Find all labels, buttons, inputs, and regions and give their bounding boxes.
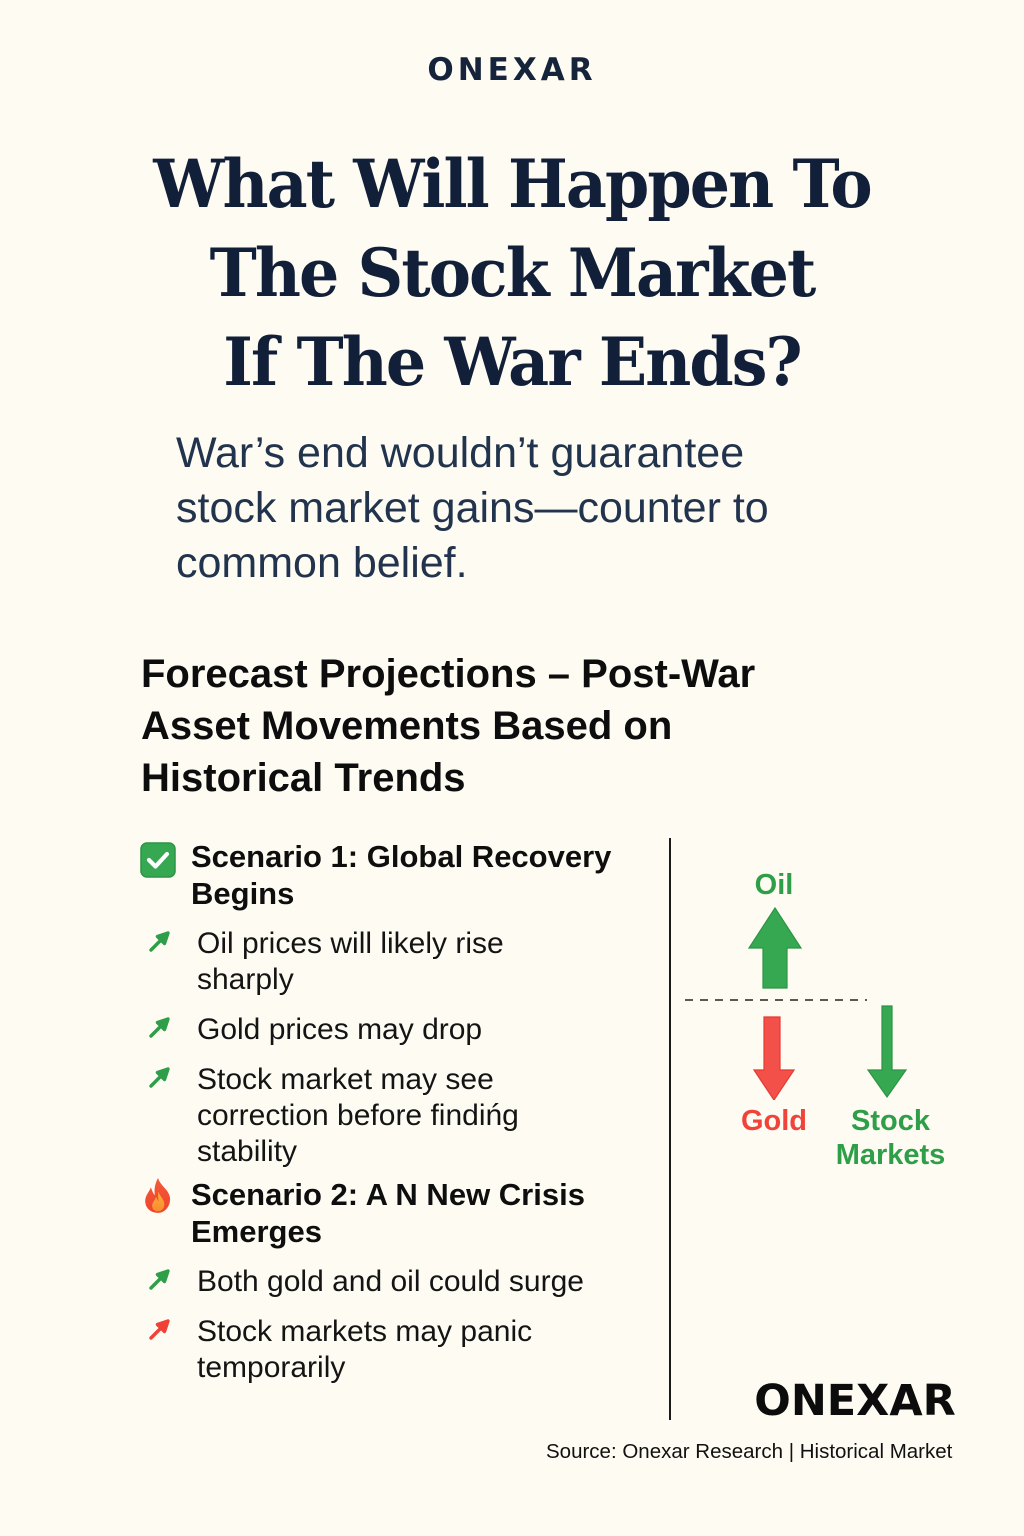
section-title-line: Forecast Projections – Post-War	[141, 652, 756, 696]
scenario-title-line: Scenario 2: A N New Crisis	[191, 1177, 585, 1212]
stock-down-arrow-icon	[866, 1005, 908, 1099]
bullet-text: stability	[197, 1135, 298, 1168]
bullet-text: Stock market may see	[197, 1063, 494, 1096]
section-title-line: Historical Trends	[141, 756, 466, 800]
bullet-text: sharply	[197, 963, 294, 996]
bullet-text: Stock markets may panic	[197, 1315, 533, 1348]
bullet-item: Gold prices may drop	[140, 1012, 660, 1048]
headline-line: The Stock Market	[209, 234, 817, 312]
bullet-text: Both gold and oil could surge	[197, 1265, 584, 1298]
scenario-title-line: Emerges	[191, 1214, 322, 1249]
bullet-text: correction before findińg	[197, 1099, 519, 1132]
arrow-up-right-icon	[149, 1067, 170, 1088]
arrow-up-right-icon	[149, 1269, 170, 1290]
bullet-item: Oil prices will likely rise sharply	[140, 926, 660, 998]
stock-markets-label-line: Markets	[835, 1139, 946, 1171]
column-divider	[669, 838, 671, 1420]
headline: What Will Happen To The Stock Market If …	[59, 140, 965, 407]
oil-label: Oil	[754, 869, 794, 901]
fire-icon	[145, 1178, 171, 1213]
diagram-arrows	[685, 906, 908, 1100]
stock-markets-label-line: Stock	[851, 1105, 930, 1137]
bullet-item: Stock markets may panic temporarily	[140, 1314, 660, 1386]
bullet-text: temporarily	[197, 1351, 346, 1384]
bullet-item: Stock market may see correction before f…	[140, 1062, 660, 1170]
scenario-title-line: Begins	[191, 876, 295, 911]
scenario-1-heading: Scenario 1: Global Recovery Begins	[140, 838, 660, 912]
arrow-up-right-icon	[149, 1319, 170, 1340]
section-title: Forecast Projections – Post-War Asset Mo…	[141, 648, 901, 804]
oil-up-arrow-icon	[747, 906, 803, 989]
bullet-item: Both gold and oil could surge	[140, 1264, 660, 1300]
scenario-2-heading: Scenario 2: A N New Crisis Emerges	[140, 1176, 660, 1250]
gold-label: Gold	[740, 1105, 808, 1137]
bullet-text: Gold prices may drop	[197, 1013, 483, 1046]
arrow-up-right-icon	[149, 931, 170, 952]
scenario-list: Scenario 1: Global Recovery Begins Oil p…	[140, 838, 660, 1386]
stock-markets-label: Stock Markets	[828, 1104, 953, 1172]
section-title-line: Asset Movements Based on	[141, 704, 673, 748]
subtitle-line: common belief.	[176, 539, 468, 587]
bottom-logo: ONEXAR	[754, 1376, 956, 1426]
gold-down-arrow-icon	[752, 1016, 796, 1100]
headline-line: If The War Ends?	[223, 323, 802, 401]
scenario-title-line: Scenario 1: Global Recovery	[191, 839, 612, 874]
check-box-icon	[140, 842, 176, 878]
subtitle-line: War’s end wouldn’t guarantee	[176, 429, 745, 477]
subtitle-line: stock market gains—counter to	[176, 484, 769, 532]
top-logo: ONEXAR	[427, 52, 597, 88]
arrow-up-right-icon	[149, 1017, 170, 1038]
subtitle: War’s end wouldn’t guarantee stock marke…	[176, 426, 896, 591]
asset-direction-diagram: Oil Gold Stock Markets	[672, 840, 992, 1180]
source-footnote: Source: Onexar Research | Historical Mar…	[546, 1440, 953, 1463]
headline-line: What Will Happen To	[153, 145, 872, 223]
bullet-text: Oil prices will likely rise	[197, 927, 504, 960]
